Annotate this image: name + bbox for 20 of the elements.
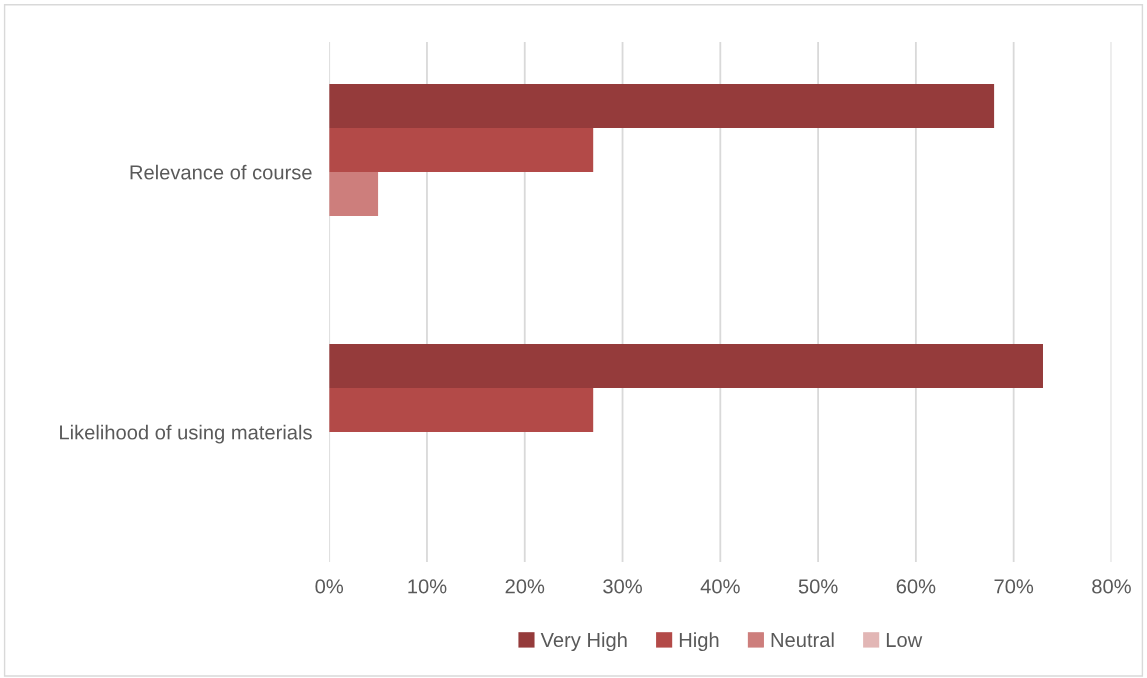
legend-label: High — [679, 632, 719, 652]
x-tick-label: 30% — [603, 579, 642, 594]
x-tick-label: 10% — [408, 579, 447, 594]
bar — [329, 344, 1043, 389]
bar — [329, 172, 379, 217]
x-tick-label: 40% — [700, 579, 740, 594]
bar — [329, 84, 995, 129]
x-tick-label: 20% — [505, 579, 545, 594]
legend-label: Very High — [540, 632, 627, 652]
x-tick-label: 70% — [994, 579, 1034, 594]
legend-label: Low — [886, 633, 923, 648]
y-tick-label: Likelihood of using materials — [60, 424, 312, 444]
legend-label: Neutral — [771, 632, 834, 648]
x-tick-label: 80% — [1092, 579, 1131, 594]
bar — [329, 388, 594, 433]
x-tick-label: 50% — [798, 579, 838, 594]
x-tick-label: 60% — [896, 579, 936, 594]
bar — [329, 128, 594, 173]
x-tick-label: 0% — [315, 579, 344, 594]
y-tick-label: Relevance of course — [130, 164, 312, 180]
